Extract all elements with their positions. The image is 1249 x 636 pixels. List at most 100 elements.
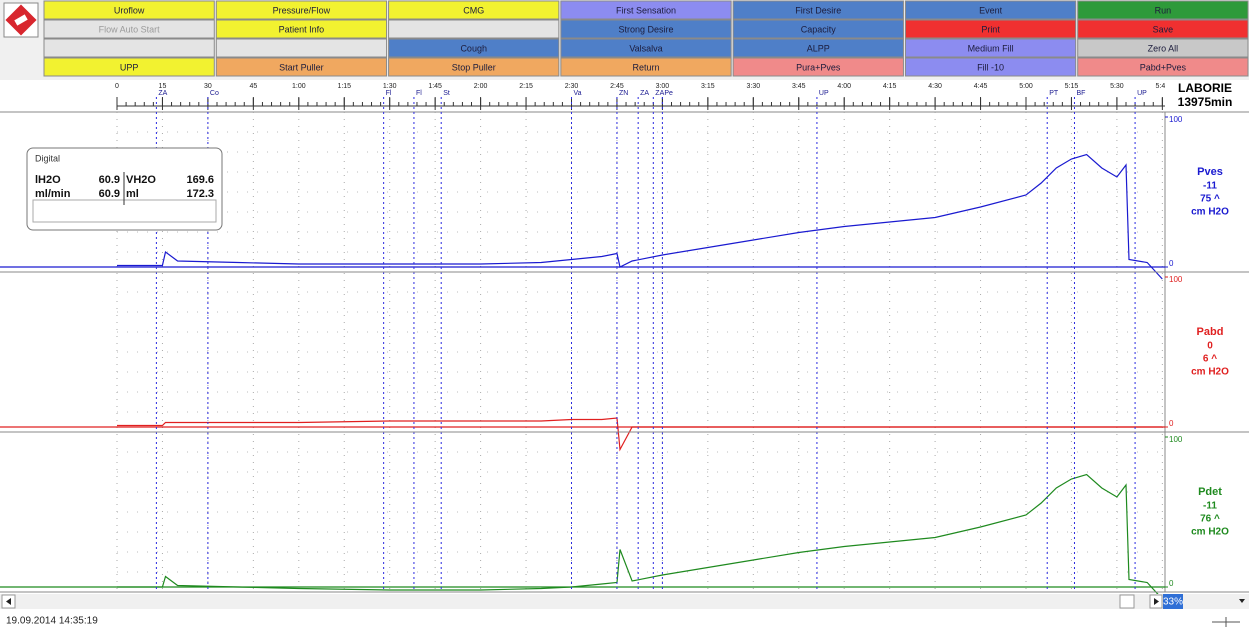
button-label: Save: [1153, 24, 1174, 34]
button-label: Capacity: [801, 24, 837, 34]
button[interactable]: [43, 38, 215, 58]
button[interactable]: [388, 19, 560, 39]
digital-value: ml/min: [35, 188, 71, 200]
trace: [117, 153, 1163, 280]
button[interactable]: [560, 0, 732, 20]
event-label: St: [443, 90, 450, 97]
button-label: CMG: [463, 5, 484, 15]
button-label: First Sensation: [616, 5, 676, 15]
status-glyph: [1212, 617, 1240, 627]
channel-readout: -11: [1203, 181, 1217, 192]
button[interactable]: [1077, 38, 1249, 58]
button-label: Start Puller: [279, 62, 324, 72]
digital-value: 172.3: [186, 188, 214, 200]
x-tick-label: 5:45: [1156, 83, 1170, 90]
button[interactable]: [215, 19, 388, 39]
digital-value: lH2O: [35, 174, 61, 186]
button[interactable]: [732, 19, 904, 39]
button[interactable]: [215, 57, 388, 77]
channel-name: Pves: [1197, 166, 1223, 178]
x-tick-label: 1:45: [428, 83, 442, 90]
scrollbar[interactable]: [0, 594, 1249, 609]
x-tick-label: 3:15: [701, 83, 715, 90]
button-label: Cough: [460, 43, 487, 53]
x-tick-label: 3:00: [656, 83, 670, 90]
button-label: Run: [1155, 5, 1172, 15]
channel-readout: 0: [1207, 341, 1213, 352]
button-label: Pabd+Pves: [1140, 62, 1187, 72]
button-label: Print: [981, 24, 1000, 34]
button[interactable]: [904, 57, 1077, 77]
zoom: 33%: [1163, 597, 1183, 608]
button[interactable]: [1077, 57, 1249, 77]
button-label: Pressure/Flow: [273, 5, 331, 15]
button-label: UPP: [120, 62, 139, 72]
channel-readout: -11: [1203, 501, 1217, 512]
button[interactable]: [1077, 19, 1249, 39]
button[interactable]: [215, 38, 388, 58]
button[interactable]: [732, 38, 904, 58]
event-label: Co: [210, 90, 219, 97]
trace: [117, 417, 1163, 452]
event-label: BF: [1076, 90, 1085, 97]
button-label: Flow Auto Start: [99, 24, 161, 34]
x-tick-label: 4:45: [974, 83, 988, 90]
x-tick-label: 2:00: [474, 83, 488, 90]
button[interactable]: [560, 57, 732, 77]
button[interactable]: [215, 0, 388, 20]
button-label: Medium Fill: [968, 43, 1014, 53]
y-tick-label: 100: [1169, 275, 1183, 284]
button[interactable]: [43, 19, 215, 39]
channel-readout: cm H2O: [1191, 527, 1229, 538]
digital-panel[interactable]: Digital lH2O 60.9 VH2O 169.6 ml/min 60.9 ml 172…: [26, 147, 223, 231]
button-label: Event: [979, 5, 1003, 15]
x-tick-label: 3:30: [746, 83, 760, 90]
x-tick-label: 1:00: [292, 83, 306, 90]
y-tick-label: 0: [1169, 579, 1174, 588]
button[interactable]: [1077, 0, 1249, 20]
brand: LABORIE: [1178, 81, 1232, 95]
x-tick-label: 4:00: [837, 83, 851, 90]
button[interactable]: [388, 0, 560, 20]
button[interactable]: [560, 38, 732, 58]
event-label: ZN: [619, 90, 628, 97]
timestamp: 19.09.2014 14:35:19: [6, 616, 98, 627]
dropdown-arrow: [1239, 599, 1245, 603]
scroll-thumb[interactable]: [1119, 594, 1135, 609]
button-label: Strong Desire: [618, 24, 673, 34]
button[interactable]: [388, 38, 560, 58]
button[interactable]: [732, 57, 904, 77]
x-tick-label: 15: [159, 83, 167, 90]
event-label: ZA: [655, 90, 664, 97]
button[interactable]: [904, 0, 1077, 20]
button[interactable]: [388, 57, 560, 77]
x-tick-label: 2:45: [610, 83, 624, 90]
x-tick-label: 4:30: [928, 83, 942, 90]
x-tick-label: 4:15: [883, 83, 897, 90]
event-label: ZA: [640, 90, 649, 97]
arrow: [1154, 598, 1159, 605]
zoom-box[interactable]: [1163, 594, 1183, 609]
digital-value: 60.9: [99, 174, 120, 186]
plot: 0 15 30 45 1:00 1:15 1:30 1:45 2:00 2:15 2:30 2:45 3…: [0, 83, 1170, 594]
button[interactable]: [904, 19, 1077, 39]
button-label: First Desire: [795, 5, 841, 15]
button-label: ALPP: [807, 43, 830, 53]
digital-value: 60.9: [99, 188, 120, 200]
x-tick-label: 2:15: [519, 83, 533, 90]
x-tick-label: 45: [249, 83, 257, 90]
channel-readout: cm H2O: [1191, 367, 1229, 378]
button[interactable]: [904, 38, 1077, 58]
digital-value: ml: [126, 188, 139, 200]
button-label: Valsalva: [629, 43, 662, 53]
channel-readout: 76 ^: [1200, 514, 1220, 525]
x-tick-label: 5:00: [1019, 83, 1033, 90]
x-tick-label: 5:15: [1065, 83, 1079, 90]
button[interactable]: [560, 19, 732, 39]
button[interactable]: [732, 0, 904, 20]
logo[interactable]: [3, 2, 39, 38]
event-label: UP: [1137, 90, 1147, 97]
button[interactable]: [43, 57, 215, 77]
button[interactable]: [43, 0, 215, 20]
